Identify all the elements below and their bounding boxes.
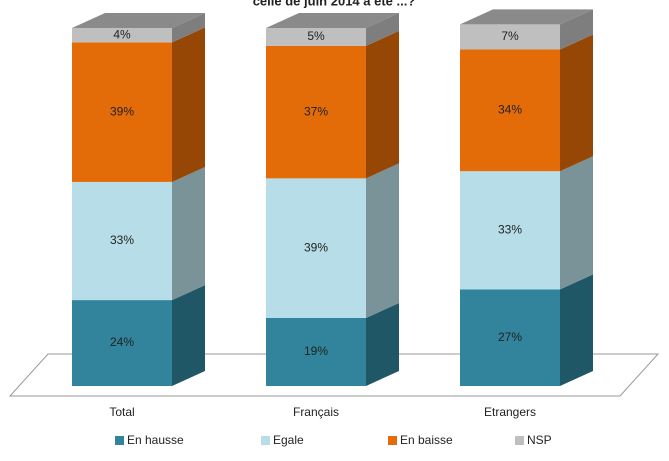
bar-side — [366, 13, 399, 46]
value-label: 39% — [304, 240, 328, 254]
value-label: 39% — [110, 104, 134, 118]
value-label: 24% — [110, 335, 134, 349]
legend-label: Egale — [273, 433, 304, 447]
value-label: 5% — [307, 29, 325, 43]
bar-segment — [72, 181, 172, 301]
value-label: 4% — [113, 27, 131, 41]
x-tick-label: Etrangers — [484, 405, 536, 419]
legend-swatch — [261, 436, 270, 445]
value-label: 37% — [304, 104, 328, 118]
bar-side — [172, 27, 205, 182]
value-label: 7% — [501, 29, 519, 43]
bar-segment — [72, 300, 172, 386]
legend-label: NSP — [527, 433, 552, 447]
bar-segment — [266, 28, 366, 46]
bar-segment — [266, 178, 366, 318]
legend-swatch — [515, 436, 524, 445]
bar-segment — [72, 28, 172, 43]
value-label: 27% — [498, 330, 522, 344]
bar-side — [366, 163, 399, 318]
bar-side — [560, 34, 593, 172]
value-label: 19% — [304, 344, 328, 358]
bar-segment — [460, 49, 560, 172]
bar-segment — [266, 45, 366, 179]
bar-segment — [266, 317, 366, 386]
bar-side — [560, 156, 593, 290]
bar-side — [366, 30, 399, 179]
bar-top — [460, 9, 593, 25]
legend-label: En baisse — [400, 433, 453, 447]
bar-side — [172, 166, 205, 301]
bar-side — [172, 13, 205, 43]
legend-swatch — [115, 436, 124, 445]
bar-side — [366, 302, 399, 386]
bar-top — [72, 13, 205, 28]
x-tick-label: Français — [293, 405, 339, 419]
bar-side — [560, 274, 593, 386]
bar-segment — [72, 42, 172, 182]
bar-segment — [460, 171, 560, 290]
chart-title: celle de juin 2014 a été ...? — [253, 0, 416, 8]
x-tick-label: Total — [109, 405, 134, 419]
bar-side — [560, 9, 593, 50]
legend-swatch — [388, 436, 397, 445]
bar-side — [172, 285, 205, 386]
legend-label: En hausse — [127, 433, 184, 447]
bar-segment — [460, 289, 560, 386]
value-label: 33% — [498, 222, 522, 236]
value-label: 33% — [110, 233, 134, 247]
bar-top — [266, 13, 399, 28]
bar-segment — [460, 24, 560, 50]
value-label: 34% — [498, 103, 522, 117]
